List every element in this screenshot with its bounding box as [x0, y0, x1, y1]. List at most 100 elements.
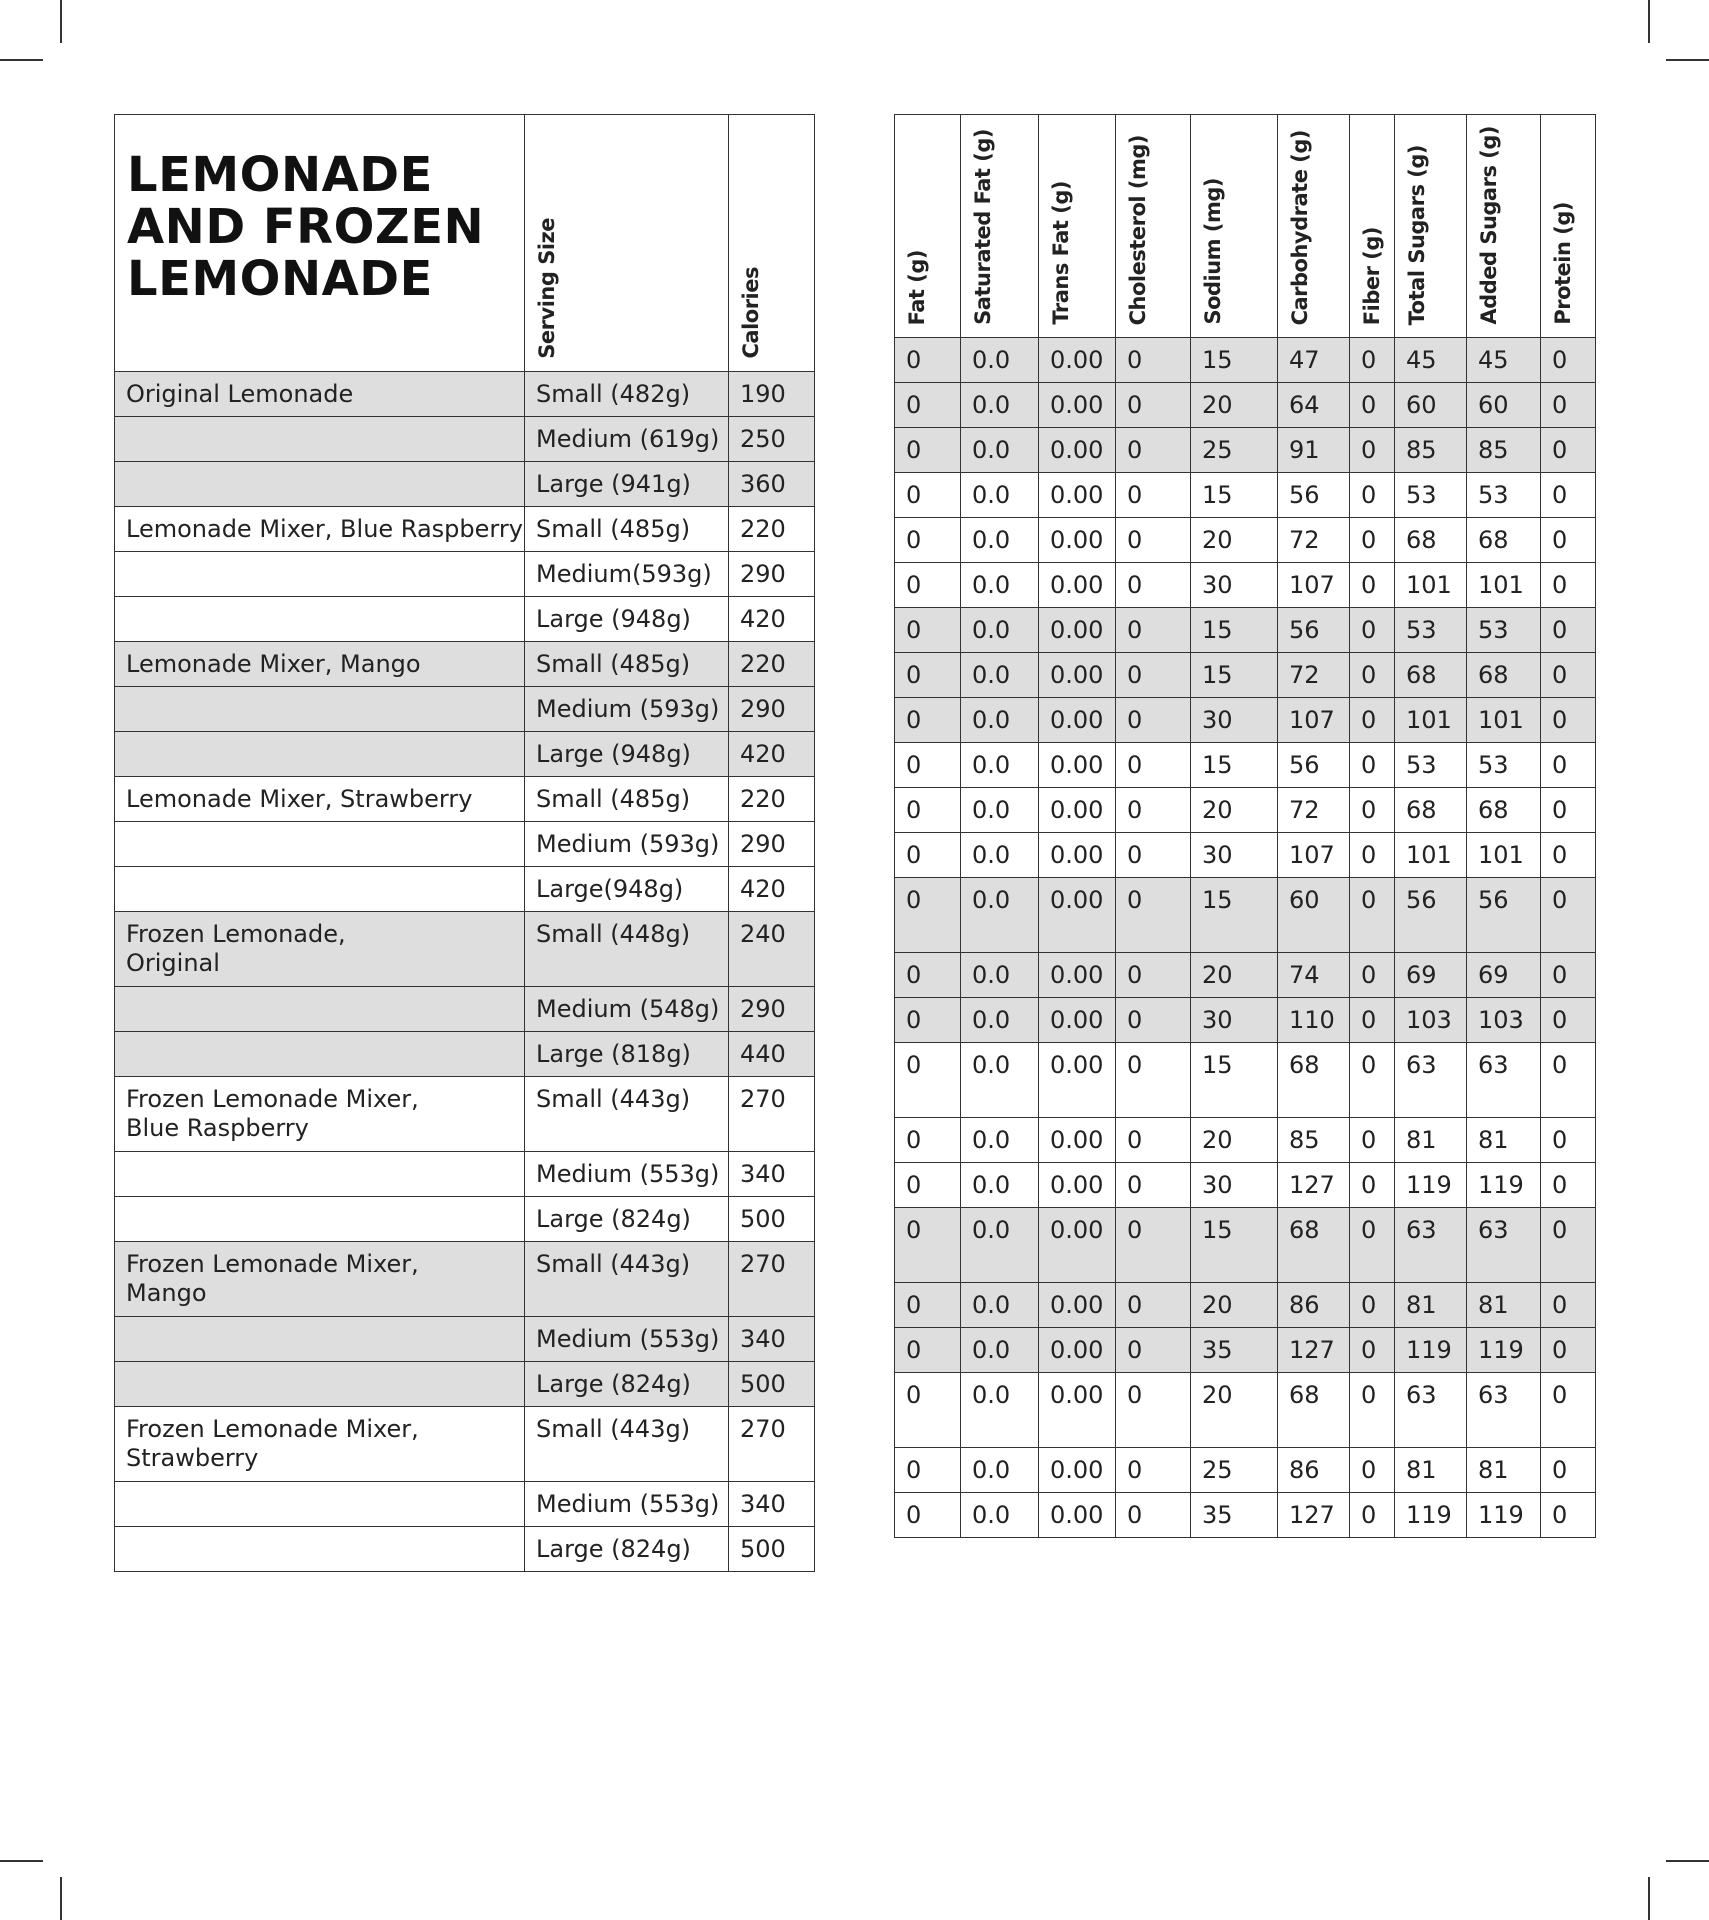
serving-size: Small (485g): [524, 641, 729, 687]
nutrient-value: 63: [1394, 1372, 1467, 1448]
nutrient-value: 53: [1394, 742, 1467, 788]
nutrient-value: 119: [1394, 1492, 1467, 1538]
nutrient-value: 0: [1349, 1117, 1395, 1163]
nutrient-value: 0: [1115, 1207, 1191, 1283]
nutrient-value: 0: [894, 337, 961, 383]
serving-size: Large (824g): [524, 1196, 729, 1242]
nutrient-value: 0: [1349, 472, 1395, 518]
nutrient-value: 0: [1115, 697, 1191, 743]
nutrient-value: 35: [1190, 1492, 1278, 1538]
nutrient-value: 81: [1394, 1117, 1467, 1163]
nutrient-value: 0.0: [960, 562, 1039, 608]
item-name: [114, 866, 525, 912]
calories: 500: [728, 1361, 815, 1407]
nutrient-value: 0.00: [1038, 472, 1116, 518]
nutrient-value: 15: [1190, 472, 1278, 518]
table-row: Lemonade Mixer, Blue Raspberry Small (485…: [114, 506, 815, 552]
nutrient-value: 68: [1466, 652, 1541, 698]
nutrient-value: 69: [1394, 952, 1467, 998]
nutrient-value: 0: [1540, 1372, 1596, 1448]
nutrient-value: 0: [894, 1162, 961, 1208]
nutrient-value: 107: [1277, 562, 1350, 608]
serving-size: Small (482g): [524, 371, 729, 417]
table-row: Lemonade Mixer, Mango Small (485g) 220: [114, 641, 815, 687]
nutrient-value: 0.0: [960, 427, 1039, 473]
nutrient-value: 119: [1466, 1327, 1541, 1373]
table-row: 0 0.0 0.00 0 25 86 0 81 81 0: [894, 1447, 1596, 1493]
nutrient-value: 0: [1115, 1042, 1191, 1118]
nutrient-value: 0.0: [960, 1162, 1039, 1208]
serving-size: Small (443g): [524, 1406, 729, 1482]
table-row: 0 0.0 0.00 0 20 74 0 69 69 0: [894, 952, 1596, 998]
nutrient-value: 0: [1540, 382, 1596, 428]
table-row: Frozen Lemonade Mixer, Blue Raspberry Sma…: [114, 1076, 815, 1152]
calories: 250: [728, 416, 815, 462]
nutrient-value: 0: [1540, 337, 1596, 383]
nutrient-value: 0: [1540, 1042, 1596, 1118]
nutrient-value: 0: [1115, 742, 1191, 788]
nutrient-value: 0: [894, 787, 961, 833]
calories: 340: [728, 1151, 815, 1197]
item-name: [114, 1361, 525, 1407]
nutrient-value: 0: [1349, 427, 1395, 473]
nutrient-value: 0: [894, 952, 961, 998]
table-row: 0 0.0 0.00 0 15 72 0 68 68 0: [894, 652, 1596, 698]
column-header: Carbohydrate (g): [1277, 114, 1350, 338]
nutrient-value: 0: [894, 1117, 961, 1163]
nutrient-value: 72: [1277, 517, 1350, 563]
nutrient-value: 0: [1115, 427, 1191, 473]
nutrient-value: 0.00: [1038, 337, 1116, 383]
nutrient-value: 0: [1540, 952, 1596, 998]
nutrient-value: 0.0: [960, 832, 1039, 878]
nutrient-value: 0: [1540, 562, 1596, 608]
nutrient-value: 0: [1115, 997, 1191, 1043]
nutrient-value: 0: [1349, 337, 1395, 383]
nutrient-value: 72: [1277, 652, 1350, 698]
table-row: 0 0.0 0.00 0 30 107 0 101 101 0: [894, 832, 1596, 878]
nutrient-value: 56: [1277, 472, 1350, 518]
nutrient-value: 0.00: [1038, 1117, 1116, 1163]
nutrient-value: 20: [1190, 1117, 1278, 1163]
nutrient-value: 119: [1394, 1162, 1467, 1208]
nutrient-value: 0: [1349, 1282, 1395, 1328]
column-header: Cholesterol (mg): [1115, 114, 1191, 338]
nutrient-value: 0: [1349, 517, 1395, 563]
table-row: Medium (593g) 290: [114, 686, 815, 732]
nutrient-value: 0: [894, 562, 961, 608]
nutrient-value: 0: [894, 832, 961, 878]
nutrient-value: 0.0: [960, 472, 1039, 518]
nutrient-value: 0: [1349, 952, 1395, 998]
nutrient-value: 0: [894, 1372, 961, 1448]
calories: 360: [728, 461, 815, 507]
serving-size: Large (824g): [524, 1526, 729, 1572]
table-row: Large (818g) 440: [114, 1031, 815, 1077]
nutrient-value: 63: [1466, 1042, 1541, 1118]
table-row: 0 0.0 0.00 0 15 68 0 63 63 0: [894, 1207, 1596, 1283]
serving-size: Medium (553g): [524, 1151, 729, 1197]
calories: 190: [728, 371, 815, 417]
nutrient-value: 20: [1190, 1282, 1278, 1328]
calories: 270: [728, 1241, 815, 1317]
nutrient-value: 0: [894, 697, 961, 743]
nutrient-value: 68: [1277, 1372, 1350, 1448]
nutrient-value: 0: [1540, 517, 1596, 563]
nutrient-value: 86: [1277, 1282, 1350, 1328]
nutrient-value: 0: [1115, 832, 1191, 878]
table-row: 0 0.0 0.00 0 20 72 0 68 68 0: [894, 517, 1596, 563]
table-row: Frozen Lemonade Mixer, Mango Small (443g)…: [114, 1241, 815, 1317]
nutrient-value: 56: [1277, 607, 1350, 653]
nutrient-value: 91: [1277, 427, 1350, 473]
item-name: [114, 1031, 525, 1077]
nutrient-value: 0: [894, 1042, 961, 1118]
nutrient-value: 30: [1190, 997, 1278, 1043]
nutrient-value: 68: [1394, 787, 1467, 833]
nutrient-value: 0: [1540, 877, 1596, 953]
serving-size: Large (824g): [524, 1361, 729, 1407]
nutrient-value: 45: [1394, 337, 1467, 383]
table-row: 0 0.0 0.00 0 20 86 0 81 81 0: [894, 1282, 1596, 1328]
nutrient-value: 74: [1277, 952, 1350, 998]
nutrient-value: 53: [1466, 607, 1541, 653]
nutrient-value: 72: [1277, 787, 1350, 833]
table-row: Large (824g) 500: [114, 1361, 815, 1407]
nutrient-value: 0.00: [1038, 1492, 1116, 1538]
